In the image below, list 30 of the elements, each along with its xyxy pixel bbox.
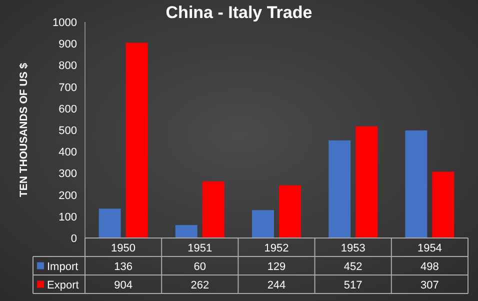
data-label: 452: [344, 260, 362, 273]
data-label: 129: [267, 260, 286, 273]
y-tick-label: 0: [70, 233, 77, 245]
data-label: 262: [190, 279, 210, 292]
x-tick-label: 1953: [340, 242, 366, 254]
data-label: 136: [114, 260, 132, 273]
chart-title: China - Italy Trade: [166, 3, 312, 22]
data-label: 498: [420, 260, 439, 273]
y-axis-title: TEN THOUSANDS OF US $: [18, 62, 30, 198]
data-label: 904: [114, 279, 132, 292]
x-tick-label: 1954: [417, 242, 442, 254]
data-label: 307: [420, 279, 439, 292]
data-label: 517: [344, 279, 362, 292]
y-tick-label: 800: [58, 60, 77, 72]
data-label: 60: [194, 260, 206, 273]
y-tick-label: 200: [58, 190, 77, 202]
x-tick-label: 1950: [111, 242, 136, 254]
y-tick-label: 700: [58, 82, 77, 94]
y-tick-label: 600: [58, 103, 77, 116]
y-tick-label: 1000: [52, 17, 77, 29]
y-tick-label: 300: [58, 168, 77, 180]
x-tick-label: 1951: [188, 242, 212, 254]
y-tick-label: 900: [58, 38, 77, 51]
legend-label: Import: [47, 260, 78, 273]
y-tick-label: 500: [58, 125, 77, 137]
y-tick-label: 100: [58, 211, 77, 224]
y-tick-label: 400: [58, 146, 77, 159]
x-tick-label: 1952: [264, 242, 289, 254]
legend-label: Export: [47, 279, 79, 292]
data-label: 244: [267, 279, 286, 292]
